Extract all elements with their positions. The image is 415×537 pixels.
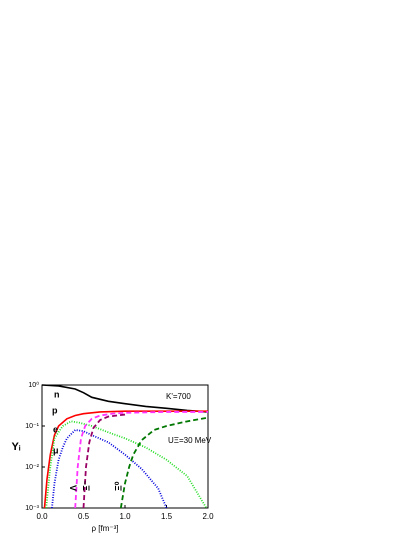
series-label: Ξ⁰ [113, 481, 123, 491]
y-tick-label: 10⁻² [25, 464, 39, 471]
x-axis-label: ρ [fm⁻³] [92, 524, 119, 533]
series-line [45, 420, 208, 509]
series-label: p [52, 405, 58, 415]
x-tick-label: 0.5 [78, 512, 90, 521]
series-line [119, 416, 209, 509]
series-line [82, 413, 126, 509]
x-tick-label: 1.5 [161, 512, 173, 521]
series-label: Ξ⁻ [81, 480, 91, 491]
series-line [74, 411, 208, 509]
x-tick-label: 0.0 [36, 512, 48, 521]
series-line [43, 410, 208, 509]
y-tick-label: 10⁰ [28, 381, 39, 389]
y-axis-label: Yᵢ [12, 441, 21, 453]
y-tick-label: 10⁻¹ [25, 423, 39, 430]
series-label: Λ [68, 485, 78, 491]
y-tick-label: 10⁻³ [25, 505, 39, 512]
x-tick-label: 1.0 [119, 512, 131, 521]
series-label: n [54, 389, 60, 399]
x-tick-label: 2.0 [202, 512, 214, 521]
series-line [51, 429, 168, 509]
annotation: K'=700 [166, 392, 191, 401]
series-line [41, 384, 209, 413]
series-label: e [53, 424, 58, 434]
series-label: μ [53, 445, 59, 455]
annotation: UΞ=30 MeV [168, 436, 212, 445]
